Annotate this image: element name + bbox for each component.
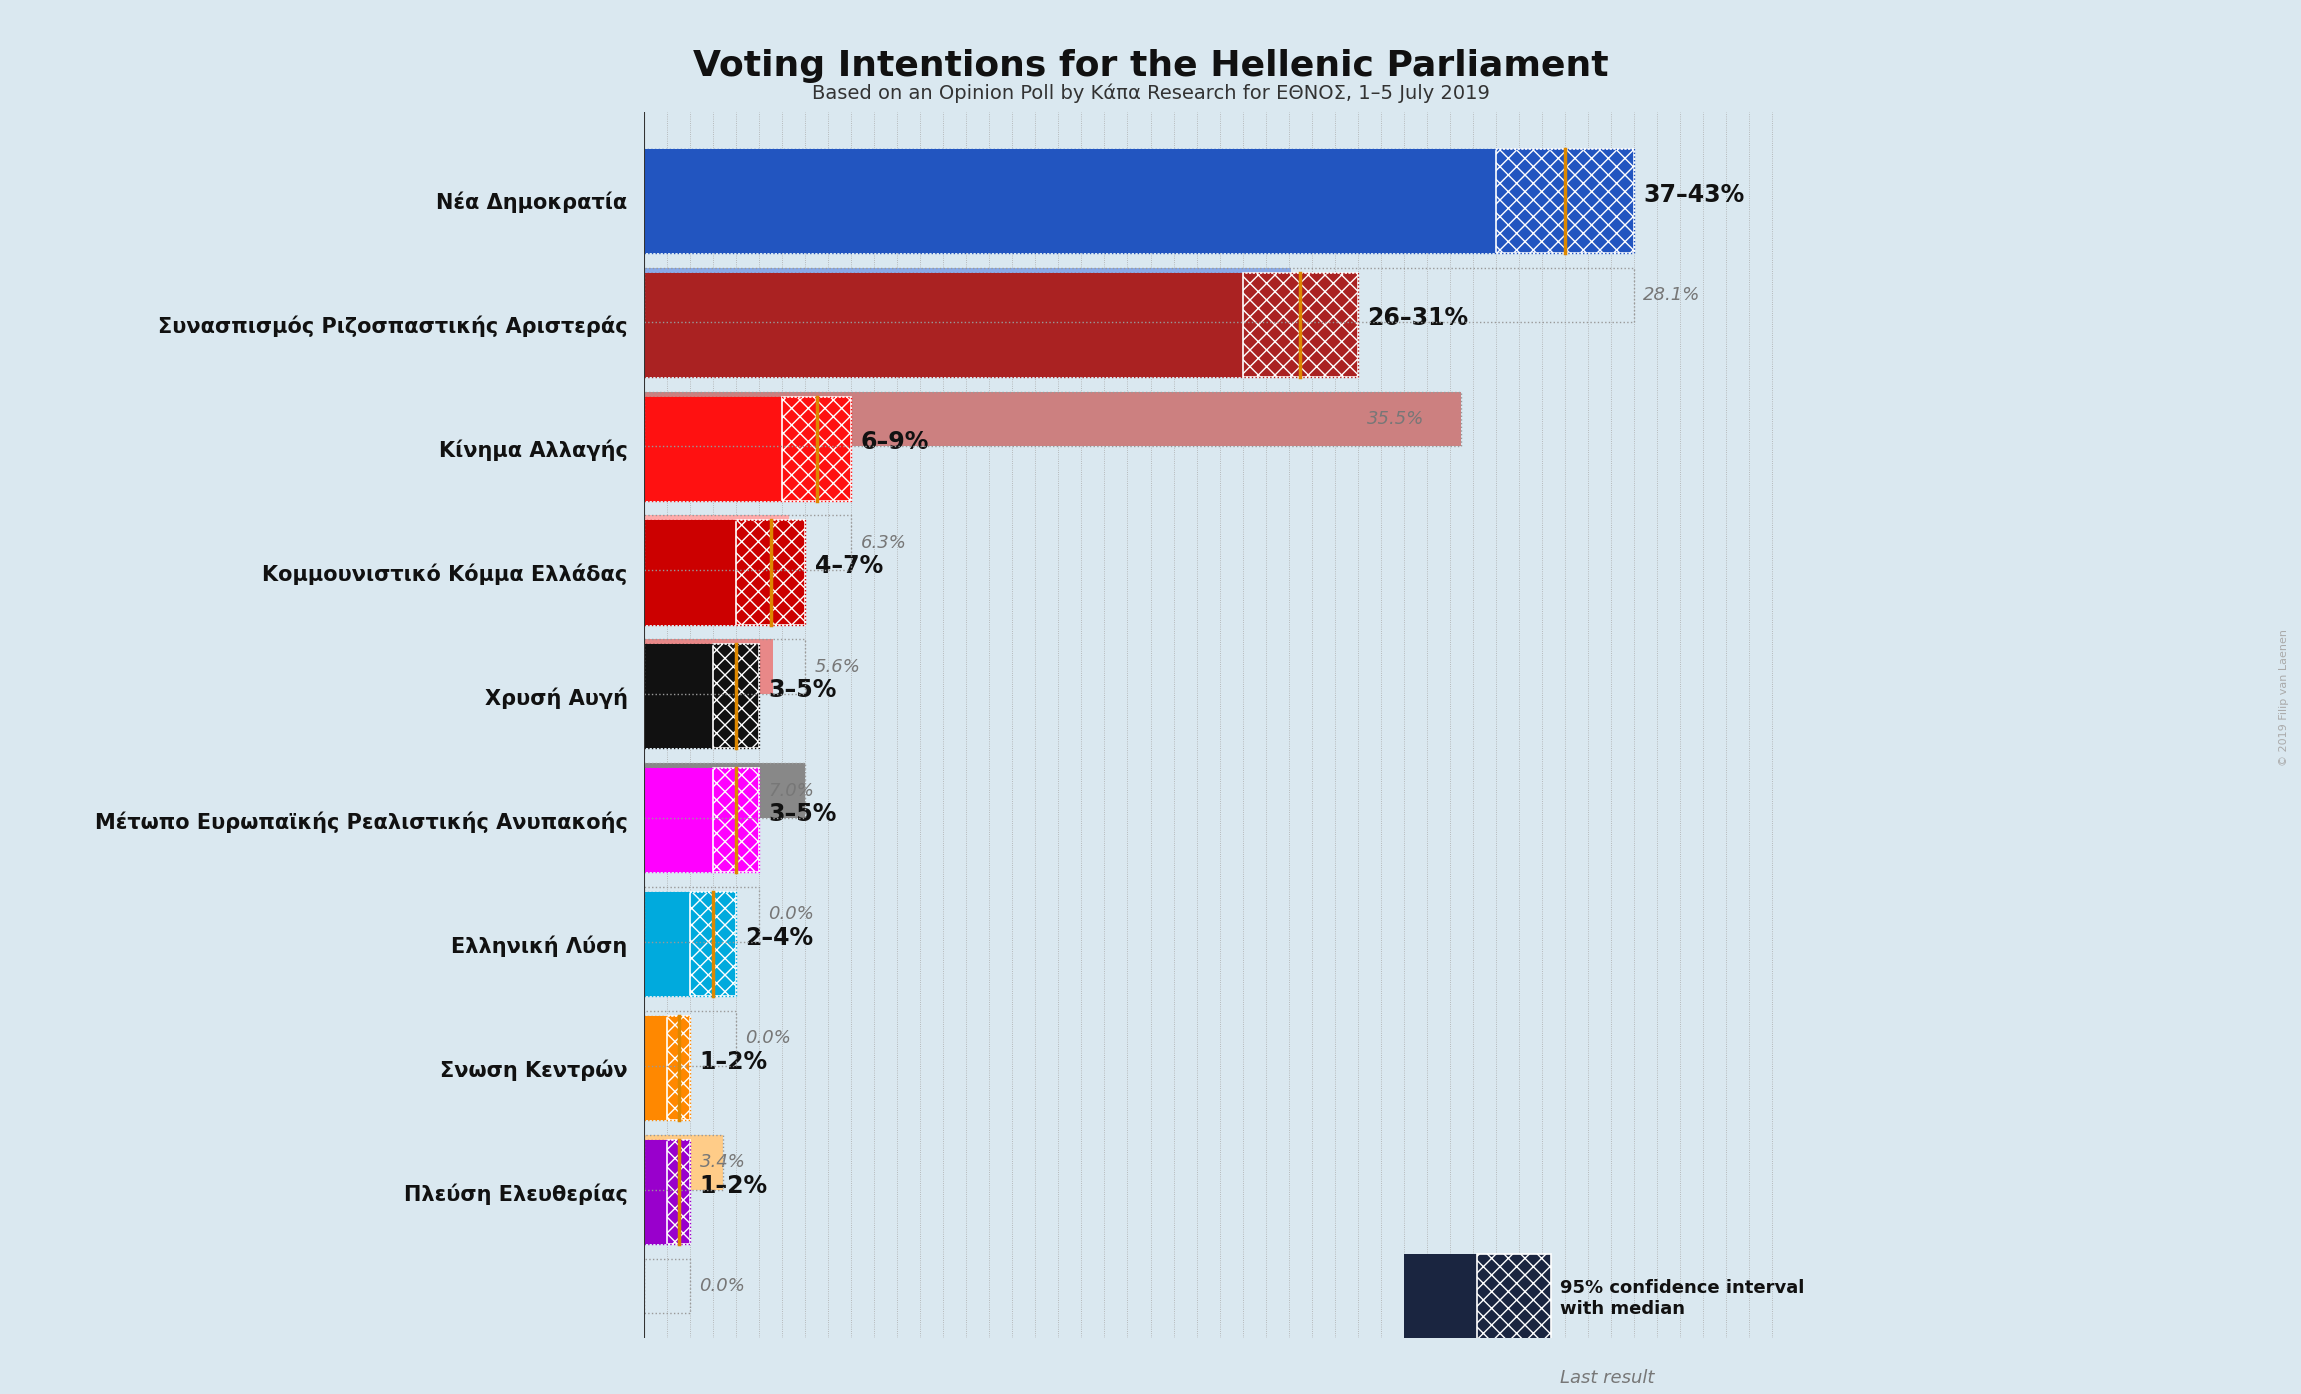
Bar (644, 149, 1634, 252)
Text: 2–4%: 2–4% (746, 926, 815, 949)
Bar (644, 768, 713, 873)
Bar (644, 516, 851, 570)
Text: 3–5%: 3–5% (769, 679, 838, 703)
Text: 7.0%: 7.0% (769, 782, 815, 800)
Bar (644, 268, 1634, 322)
Text: 0.0%: 0.0% (746, 1029, 792, 1047)
Bar (644, 640, 805, 694)
Bar (1496, 149, 1634, 252)
Bar (736, 520, 805, 625)
Bar (644, 768, 759, 873)
Text: 37–43%: 37–43% (1643, 183, 1744, 206)
Bar (644, 392, 1461, 446)
Bar (1243, 273, 1358, 376)
Bar (644, 149, 1496, 252)
Bar (644, 1259, 690, 1313)
Bar (644, 392, 1461, 446)
Text: Last result: Last result (1560, 1369, 1654, 1387)
Bar (644, 396, 782, 500)
Text: 1–2%: 1–2% (700, 1174, 769, 1197)
Bar (644, 1140, 690, 1243)
Bar (782, 396, 851, 500)
Text: 6.3%: 6.3% (861, 534, 907, 552)
Bar (644, 892, 736, 997)
Bar (644, 520, 805, 625)
Bar (644, 273, 1358, 376)
Bar (690, 892, 736, 997)
Text: 1–2%: 1–2% (700, 1050, 769, 1073)
Text: Voting Intentions for the Hellenic Parliament: Voting Intentions for the Hellenic Parli… (693, 49, 1608, 82)
Bar (1496, 149, 1634, 252)
Bar (644, 396, 851, 500)
Bar (644, 1016, 667, 1121)
Bar (644, 764, 805, 818)
Bar (713, 644, 759, 749)
Bar (644, 764, 805, 818)
Bar (644, 1011, 736, 1065)
Bar (667, 1016, 690, 1121)
Bar (644, 1016, 690, 1121)
Bar (1404, 1255, 1477, 1342)
Bar (736, 520, 805, 625)
Bar (644, 892, 690, 997)
Bar (644, 1135, 723, 1189)
Bar (1477, 1255, 1551, 1342)
Bar (644, 1135, 723, 1189)
Bar (644, 640, 773, 694)
Bar (782, 396, 851, 500)
Text: 26–31%: 26–31% (1367, 307, 1468, 330)
Bar (644, 887, 759, 942)
Text: 6–9%: 6–9% (861, 431, 930, 454)
Bar (713, 768, 759, 873)
Text: 3.4%: 3.4% (700, 1153, 746, 1171)
Bar (1404, 1355, 1551, 1394)
Bar (713, 644, 759, 749)
Bar (713, 768, 759, 873)
Bar (690, 892, 736, 997)
Bar (1477, 1255, 1551, 1342)
Text: 95% confidence interval
with median: 95% confidence interval with median (1560, 1280, 1804, 1317)
Text: © 2019 Filip van Laenen: © 2019 Filip van Laenen (2280, 629, 2289, 765)
Bar (644, 1140, 667, 1243)
Text: 0.0%: 0.0% (769, 906, 815, 923)
Bar (667, 1140, 690, 1243)
Text: 35.5%: 35.5% (1367, 410, 1424, 428)
Text: 4–7%: 4–7% (815, 555, 884, 579)
Bar (644, 644, 713, 749)
Text: 5.6%: 5.6% (815, 658, 861, 676)
Bar (644, 516, 789, 570)
Bar (644, 644, 759, 749)
Text: Based on an Opinion Poll by Κάπα Research for ΕΘΝΟΣ, 1–5 July 2019: Based on an Opinion Poll by Κάπα Researc… (812, 84, 1489, 103)
Text: 3–5%: 3–5% (769, 802, 838, 827)
Bar (667, 1016, 690, 1121)
Bar (1404, 1355, 1551, 1394)
Bar (644, 273, 1243, 376)
Bar (1243, 273, 1358, 376)
Text: 28.1%: 28.1% (1643, 286, 1700, 304)
Bar (667, 1140, 690, 1243)
Bar (644, 520, 736, 625)
Bar (644, 268, 1291, 322)
Text: 0.0%: 0.0% (700, 1277, 746, 1295)
